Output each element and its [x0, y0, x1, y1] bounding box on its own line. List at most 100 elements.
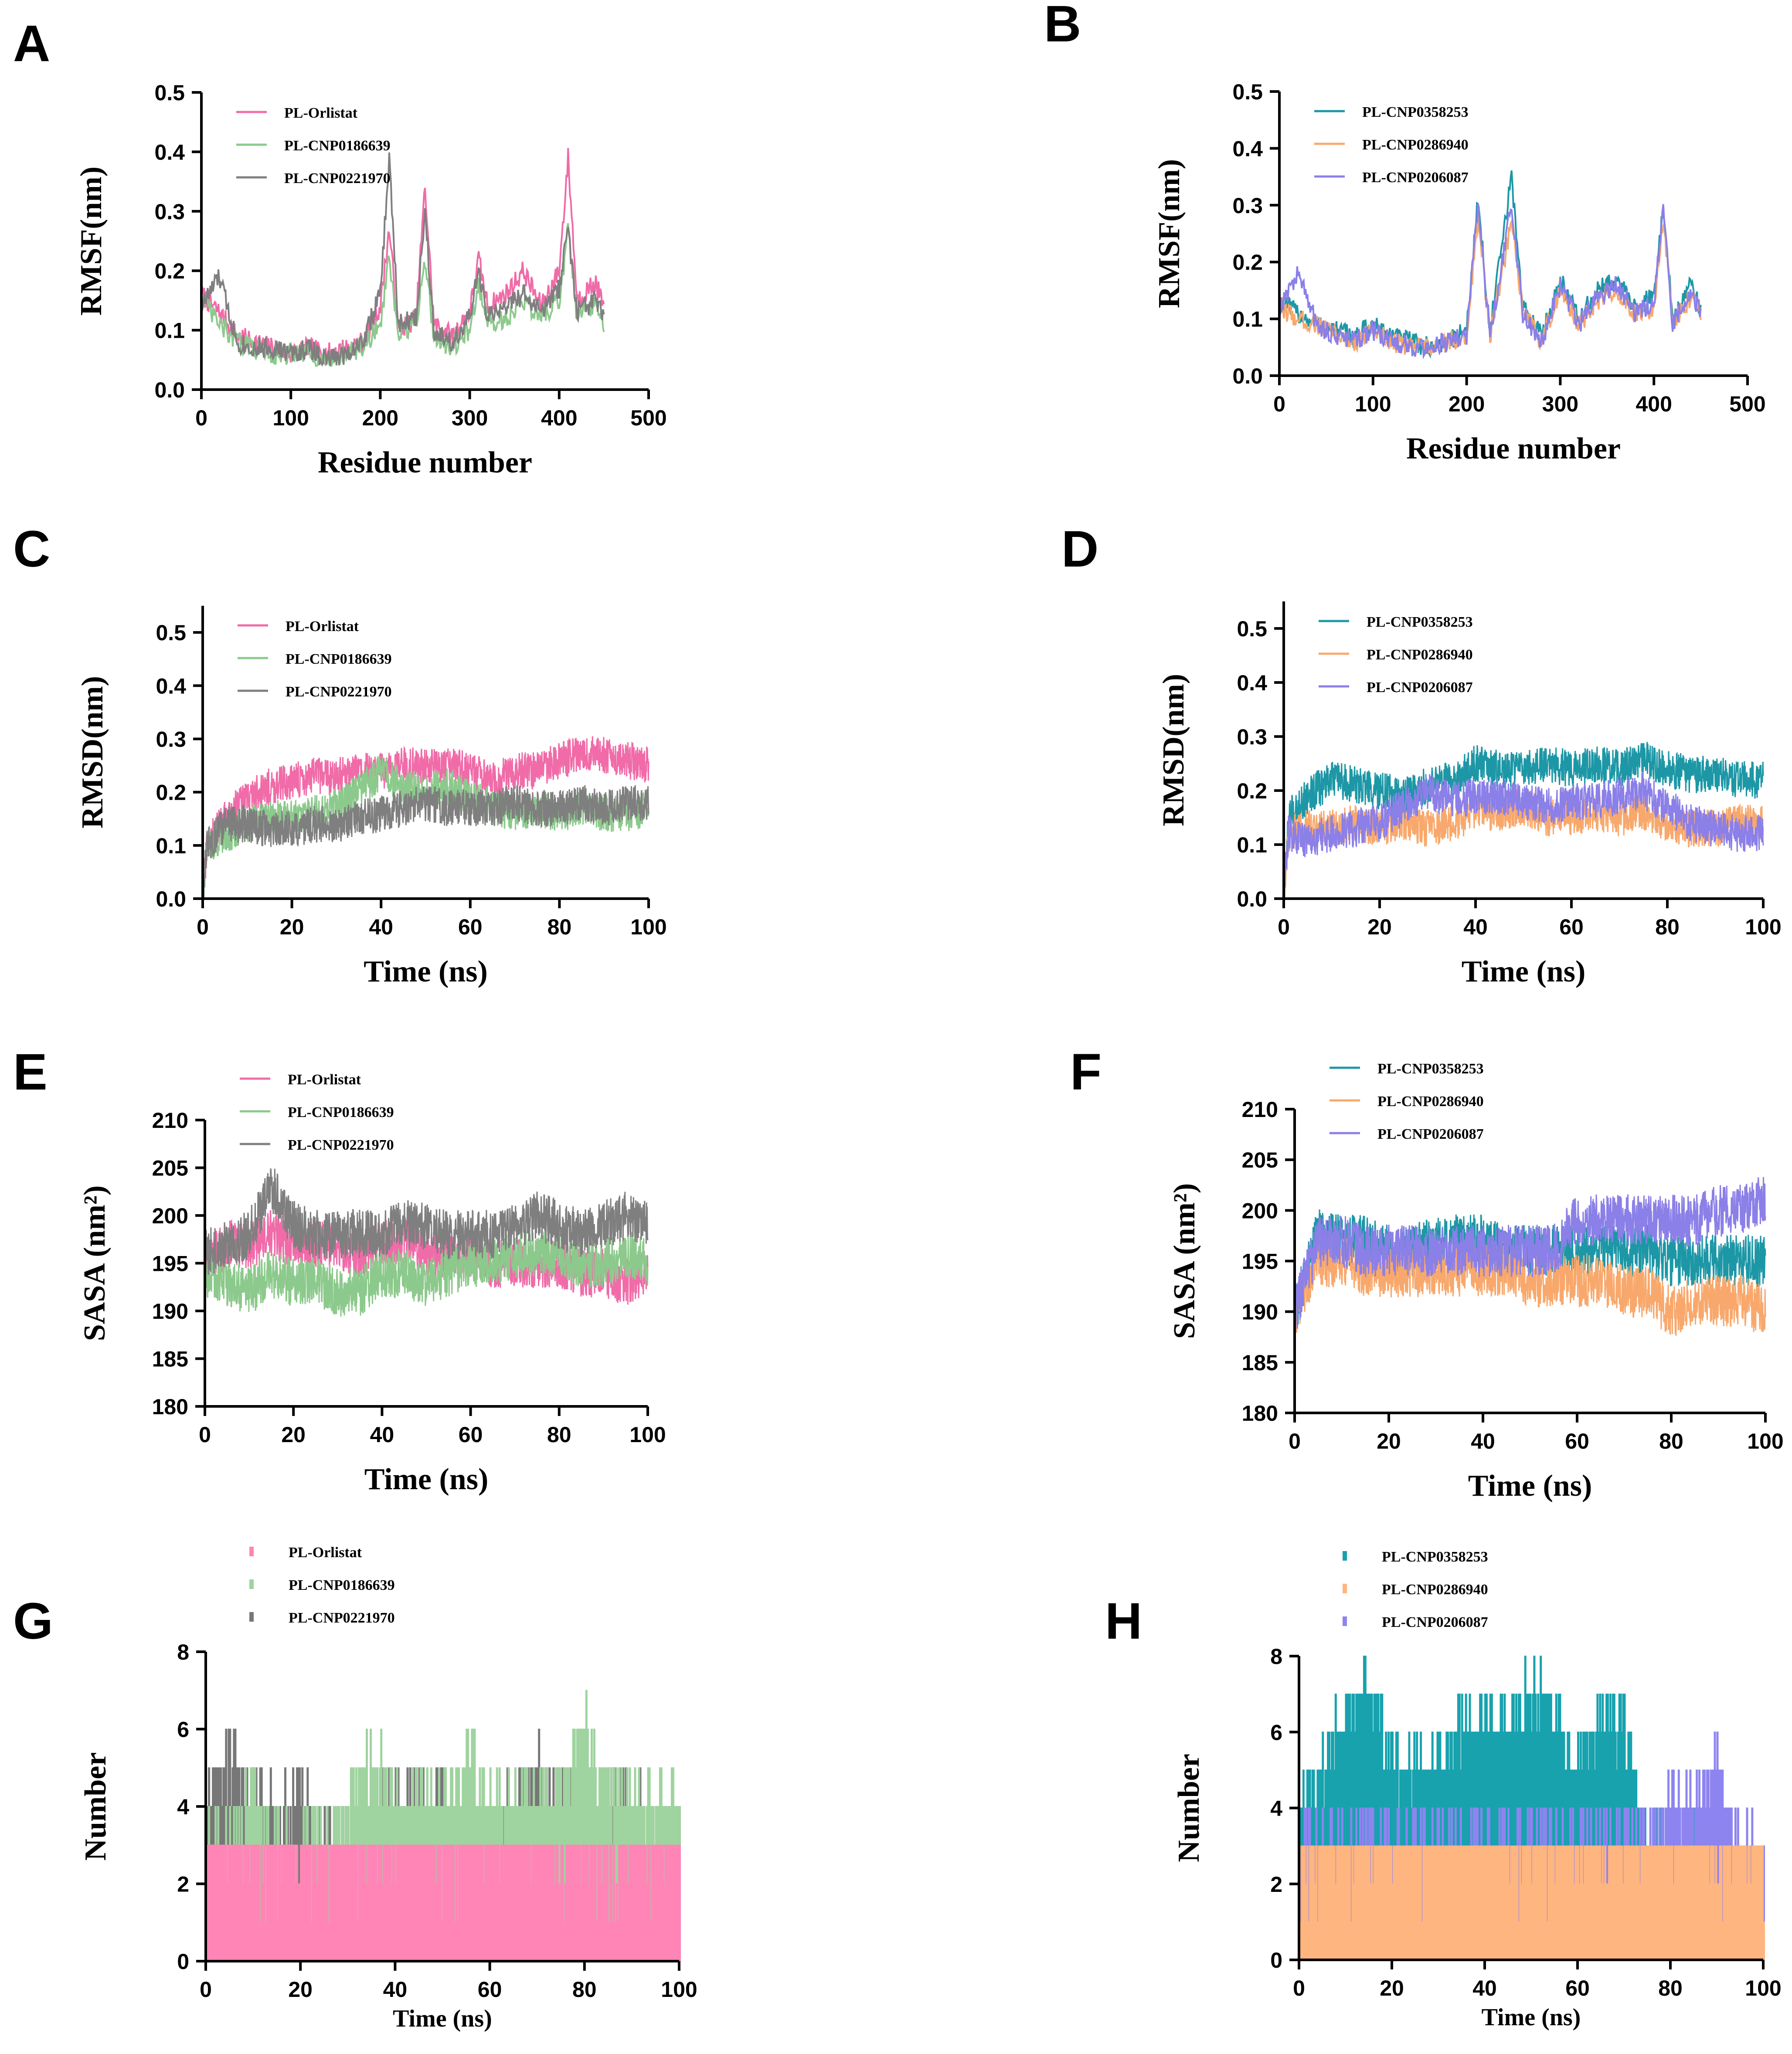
y-axis-title: Number	[79, 1752, 112, 1861]
series-pl-cnp0221970	[202, 785, 649, 900]
y-tick-label: 0.2	[1237, 779, 1267, 803]
legend: PL-CNP0358253 PL-CNP0286940 PL-CNP0206087	[1314, 104, 1469, 186]
y-tick-label: 2	[1270, 1872, 1282, 1897]
y-tick-label: 0.5	[1232, 80, 1263, 104]
panel-e: E 180 185 190 195 200 205 210 0 20 40 60 80 100 Time (…	[13, 1043, 666, 1496]
y-tick-label: 0.3	[154, 200, 185, 224]
y-tick-label: 200	[1242, 1198, 1278, 1223]
series-pl-cnp0286940	[1299, 1845, 1765, 1960]
legend: PL-Orlistat PL-CNP0186639 PL-CNP0221970	[236, 105, 391, 187]
series-group	[204, 1168, 649, 1317]
legend: PL-Orlistat PL-CNP0186639 PL-CNP0221970	[240, 1072, 394, 1153]
x-axis-title: Time (ns)	[393, 2005, 492, 2032]
legend-label: PL-CNP0186639	[286, 651, 392, 667]
y-tick-label: 210	[152, 1108, 188, 1133]
legend-label: PL-Orlistat	[288, 1072, 361, 1088]
x-axis-title: Time (ns)	[1462, 955, 1586, 988]
series-pl-orlistat	[201, 148, 605, 365]
y-tick-label: 0.4	[1232, 136, 1263, 161]
y-tick-label: 0.0	[1237, 887, 1267, 911]
x-tick-label: 80	[1658, 1976, 1683, 2000]
legend-label: PL-CNP0186639	[288, 1104, 394, 1120]
x-axis-title: Residue number	[318, 446, 532, 479]
legend: PL-CNP0358253 PL-CNP0286940 PL-CNP0206087	[1319, 614, 1473, 696]
x-axis-title: Time (ns)	[1482, 2004, 1581, 2031]
y-tick-label: 6	[1270, 1720, 1282, 1745]
x-tick-label: 0	[1278, 915, 1290, 939]
series-pl-cnp0186639	[204, 1229, 649, 1317]
y-tick-label: 205	[1242, 1148, 1278, 1172]
legend-label: PL-CNP0221970	[289, 1610, 395, 1626]
y-tick-label: 180	[1242, 1401, 1278, 1426]
legend: PL-CNP0358253 PL-CNP0286940 PL-CNP0206087	[1343, 1549, 1488, 1630]
x-tick-label: 100	[629, 1423, 666, 1447]
x-tick-label: 60	[1565, 1429, 1589, 1453]
y-tick-label: 185	[152, 1347, 188, 1372]
legend-swatch	[249, 1612, 254, 1622]
x-axis-title: Time (ns)	[364, 1463, 489, 1496]
x-tick-label: 200	[1449, 392, 1485, 416]
y-tick-label: 0.0	[156, 887, 186, 911]
x-tick-label: 80	[572, 1977, 597, 2002]
y-axis-title: SASA (nm²)	[1168, 1183, 1201, 1339]
x-tick-label: 300	[1542, 392, 1578, 416]
x-tick-label: 80	[547, 1423, 571, 1447]
legend-label: PL-CNP0358253	[1367, 614, 1473, 630]
legend-label: PL-CNP0358253	[1362, 104, 1469, 120]
panel-d: D 0.0 0.1 0.2 0.3 0.4 0.5 0 20 40 60 80 100 Time (ns)…	[1061, 520, 1782, 988]
x-tick-label: 40	[1463, 915, 1488, 939]
legend: PL-Orlistat PL-CNP0186639 PL-CNP0221970	[238, 618, 392, 700]
y-tick-label: 0.3	[1232, 194, 1263, 218]
panel-letter: G	[13, 1592, 53, 1650]
legend-label: PL-CNP0206087	[1367, 679, 1473, 696]
series-pl-cnp0286940	[1294, 1235, 1766, 1336]
y-tick-label: 0.1	[1237, 833, 1267, 857]
legend-label: PL-CNP0206087	[1362, 170, 1469, 186]
x-tick-label: 0	[197, 915, 209, 939]
series-pl-orlistat	[202, 736, 649, 899]
panel-letter: A	[13, 15, 50, 72]
series-group	[202, 736, 649, 900]
x-tick-label: 0	[1293, 1976, 1305, 2000]
panel-a: A 0.0 0.1 0.2 0.3 0.4 0.5 0 100 200 300 400 500 Resid…	[13, 15, 667, 479]
series-group	[1283, 742, 1764, 900]
x-tick-label: 20	[288, 1977, 313, 2002]
x-tick-label: 80	[1655, 915, 1680, 939]
y-tick-label: 195	[152, 1252, 188, 1276]
series-pl-cnp0221970	[201, 152, 605, 367]
panel-b: B 0.0 0.1 0.2 0.3 0.4 0.5 0 100 200 300 400 500 Resid…	[1044, 0, 1766, 465]
legend-label: PL-CNP0221970	[288, 1137, 394, 1153]
x-tick-label: 0	[200, 1977, 212, 2002]
x-tick-label: 100	[661, 1977, 697, 2002]
legend-label: PL-CNP0221970	[286, 684, 392, 700]
legend: PL-CNP0358253 PL-CNP0286940 PL-CNP0206087	[1330, 1061, 1484, 1142]
legend-label: PL-CNP0186639	[284, 138, 391, 154]
x-tick-label: 40	[369, 915, 393, 939]
y-tick-label: 0.4	[156, 674, 186, 698]
y-tick-label: 0.1	[154, 319, 185, 343]
x-tick-label: 40	[1472, 1976, 1497, 2000]
x-tick-label: 100	[1745, 1976, 1781, 2000]
y-tick-label: 0.5	[156, 621, 186, 645]
x-tick-label: 0	[1289, 1429, 1301, 1453]
panel-c: C 0.0 0.1 0.2 0.3 0.4 0.5 0 20 40 60 80 100 Time (ns)…	[13, 520, 667, 988]
y-tick-label: 180	[152, 1395, 188, 1419]
x-tick-label: 60	[1559, 915, 1584, 939]
x-tick-label: 40	[1471, 1429, 1495, 1453]
legend-label: PL-CNP0286940	[1377, 1093, 1484, 1110]
legend-label: PL-CNP0358253	[1382, 1549, 1488, 1565]
x-tick-label: 0	[199, 1423, 211, 1447]
y-tick-label: 200	[152, 1204, 188, 1228]
y-tick-label: 0.5	[154, 81, 185, 105]
legend-label: PL-CNP0286940	[1382, 1582, 1488, 1598]
x-tick-label: 20	[281, 1423, 306, 1447]
x-tick-label: 60	[458, 915, 483, 939]
x-tick-label: 100	[1747, 1429, 1783, 1453]
legend-swatch	[249, 1547, 254, 1556]
legend-label: PL-CNP0286940	[1362, 137, 1469, 153]
y-tick-label: 0	[1270, 1948, 1282, 1973]
y-tick-label: 0.4	[1237, 671, 1267, 695]
panel-letter: C	[13, 520, 50, 578]
y-axis-title: SASA (nm²)	[78, 1185, 112, 1341]
